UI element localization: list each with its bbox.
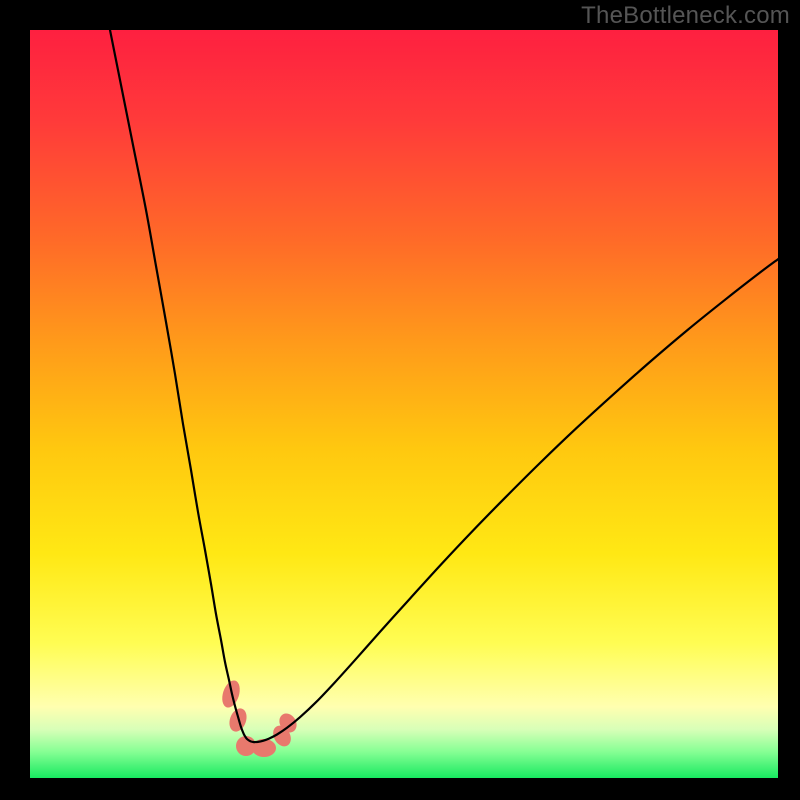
gradient-background: [30, 30, 778, 778]
watermark-text: TheBottleneck.com: [581, 2, 790, 30]
bottleneck-curve-chart: [30, 30, 778, 778]
chart-frame: TheBottleneck.com: [0, 0, 800, 800]
